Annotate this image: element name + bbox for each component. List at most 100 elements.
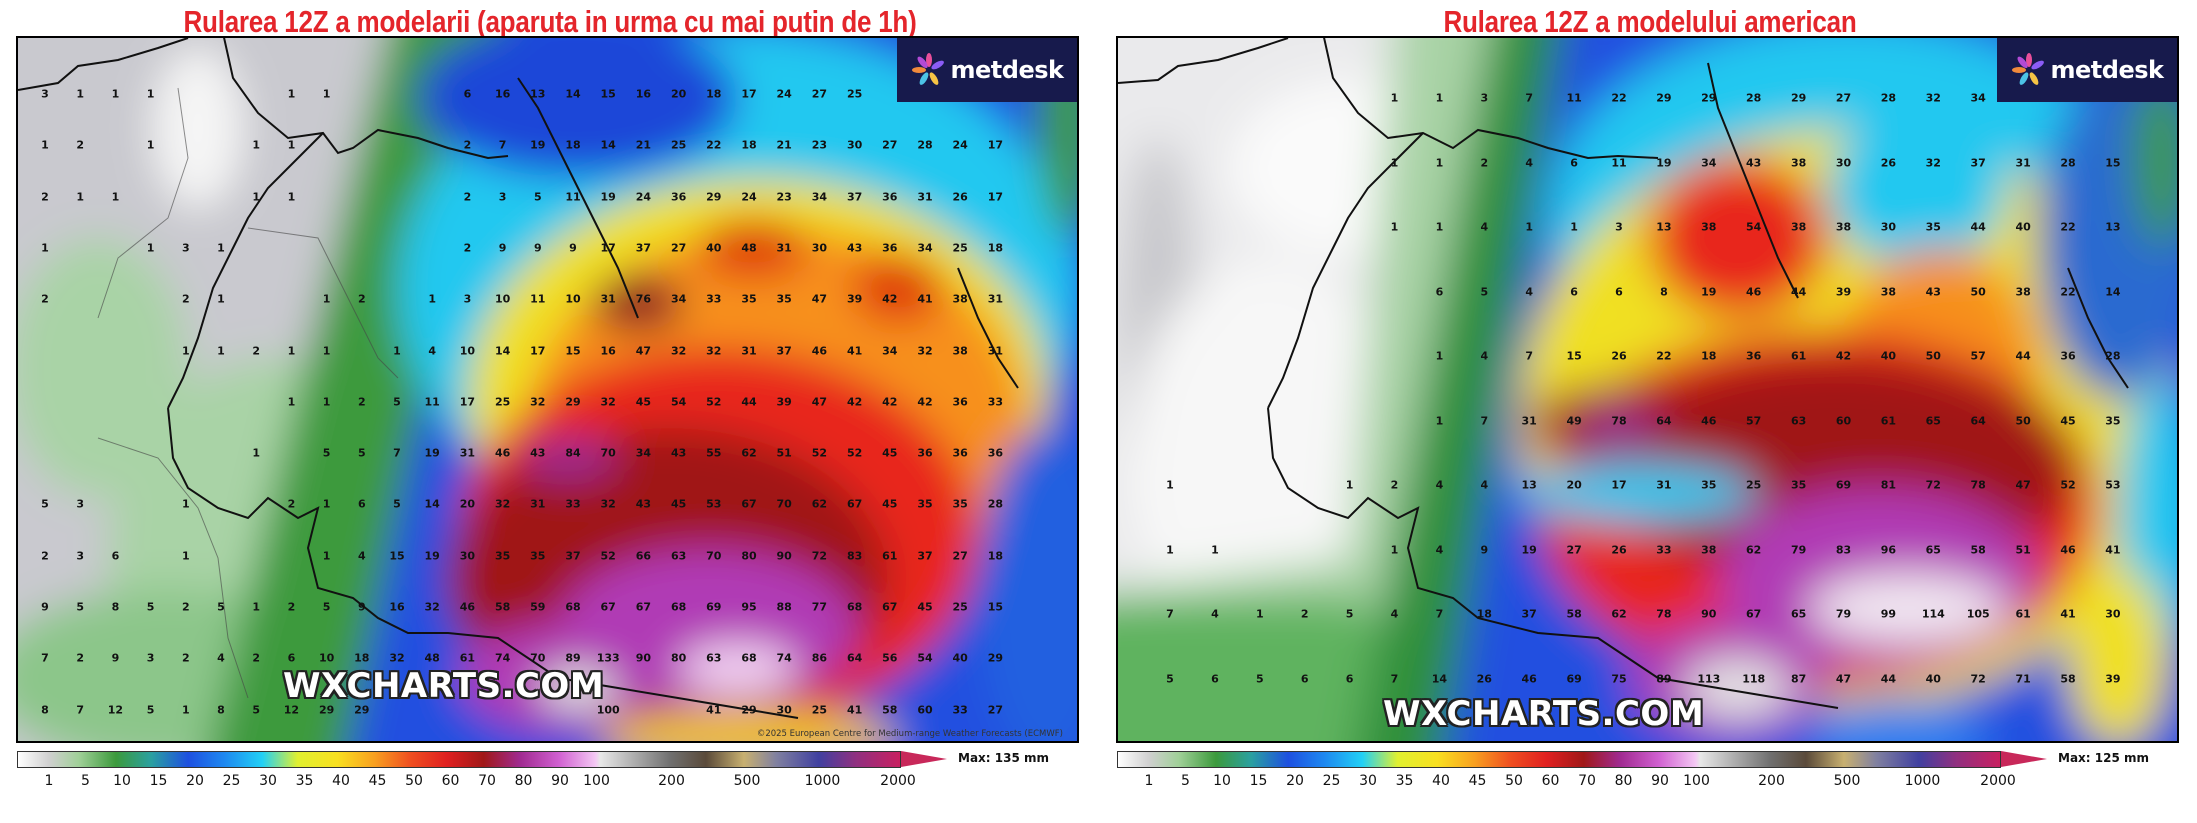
precip-value: 43 [1746,156,1762,169]
precip-value: 8 [41,703,49,717]
precip-value: 16 [600,344,616,357]
precip-value: 79 [1790,543,1807,556]
precip-value: 9 [1480,543,1489,556]
precip-value: 58 [494,600,511,614]
precip-value: 38 [1701,543,1717,556]
precip-value: 40 [1880,349,1897,363]
colorbar [1117,751,2001,768]
precip-value: 95 [741,600,757,614]
precip-value: 22 [2060,285,2076,298]
precip-value: 4 [1390,607,1399,621]
colorbar-tick-label: 80 [514,773,533,789]
precip-value: 3 [76,549,85,563]
precip-value: 57 [1970,349,1986,363]
precip-value: 48 [424,651,440,665]
metdesk-pinwheel-icon [911,53,944,85]
precip-value: 15 [987,600,1004,614]
precip-value: 21 [635,138,652,152]
colorbar-tick-label: 15 [1249,773,1268,789]
precip-value: 36 [882,190,898,204]
precip-value: 17 [987,190,1004,204]
colorbar-tick-label: 25 [1322,773,1341,789]
colorbar-tick-label: 500 [1833,773,1861,789]
precip-value: 35 [1790,478,1807,492]
precip-value: 34 [1701,156,1717,169]
precip-value: 27 [670,241,687,255]
precip-value: 63 [670,549,687,563]
precip-value: 25 [670,138,687,152]
precip-value: 72 [1970,672,1986,685]
precip-value: 26 [1476,672,1492,685]
precip-value: 4 [1525,285,1534,298]
precip-value: 36 [987,446,1004,460]
precip-value: 44 [1790,285,1807,298]
precip-value: 1 [1390,543,1399,556]
precip-value: 38 [1790,220,1807,234]
precip-value: 1 [146,87,155,101]
precip-value: 18 [354,651,370,665]
precip-value: 38 [952,292,968,306]
precip-value: 42 [846,395,863,409]
precip-value: 61 [459,651,476,665]
precip-value: 28 [917,138,933,152]
colorbar-tick-label: 50 [1505,773,1523,789]
precip-value: 24 [952,138,968,152]
precip-value: 33 [706,292,722,306]
colorbar-tick-label: 25 [222,773,241,789]
precip-value: 7 [393,446,401,460]
precip-value: 11 [424,395,440,409]
precip-value: 7 [1390,672,1399,685]
precip-value: 47 [2015,478,2031,492]
precip-value: 41 [706,703,722,717]
precip-value: 1 [428,292,437,306]
precip-value: 52 [846,446,863,460]
precip-value: 42 [882,292,898,306]
precip-value: 36 [917,446,933,460]
precip-value: 6 [1211,672,1219,685]
precip-value: 1 [111,190,120,204]
precip-value: 32 [917,344,933,357]
precip-value: 8 [1660,285,1668,298]
colorbar-tick-label: 60 [441,773,460,789]
precip-value: 47 [635,344,652,357]
precip-value: 2 [41,549,49,563]
precip-value: 6 [111,549,120,563]
precip-value: 58 [1566,607,1582,621]
precip-value: 1 [1435,220,1444,234]
precip-value: 2 [181,651,190,665]
precip-value: 32 [494,497,511,511]
precip-value: 22 [1611,91,1627,105]
precip-value: 17 [459,395,476,409]
precip-value: 15 [389,549,405,563]
precip-value: 5 [322,446,331,460]
precip-value: 3 [1480,91,1489,105]
precip-value: 20 [1566,478,1582,492]
precip-value: 64 [846,651,863,665]
precip-value: 28 [1746,91,1762,105]
precip-value: 27 [1566,543,1582,556]
precip-value: 14 [494,344,511,357]
precip-value: 31 [2015,156,2031,169]
precip-value: 4 [1525,156,1534,169]
precip-value: 5 [393,497,401,511]
precip-value: 1 [322,87,331,101]
precip-value: 11 [1566,91,1582,105]
precip-value: 15 [2105,156,2121,169]
colorbar-tick-label: 30 [259,773,277,789]
precip-value: 22 [1656,349,1672,363]
precip-value: 40 [2015,220,2031,234]
precip-value: 2 [357,395,366,409]
precip-value: 80 [741,549,757,563]
precip-value: 13 [1521,478,1537,492]
precip-value: 42 [882,395,898,409]
colorbar-tick-label: 60 [1541,773,1560,789]
precip-value: 1 [252,600,261,614]
precip-value: 24 [635,190,652,204]
precip-value: 10 [494,292,511,306]
precip-value: 18 [741,138,757,152]
precip-value: 16 [389,600,405,614]
colorbar-tick-label: 1 [44,773,54,789]
precip-value: 46 [1521,672,1537,685]
precip-value: 25 [952,241,968,255]
precip-value: 9 [41,600,49,614]
